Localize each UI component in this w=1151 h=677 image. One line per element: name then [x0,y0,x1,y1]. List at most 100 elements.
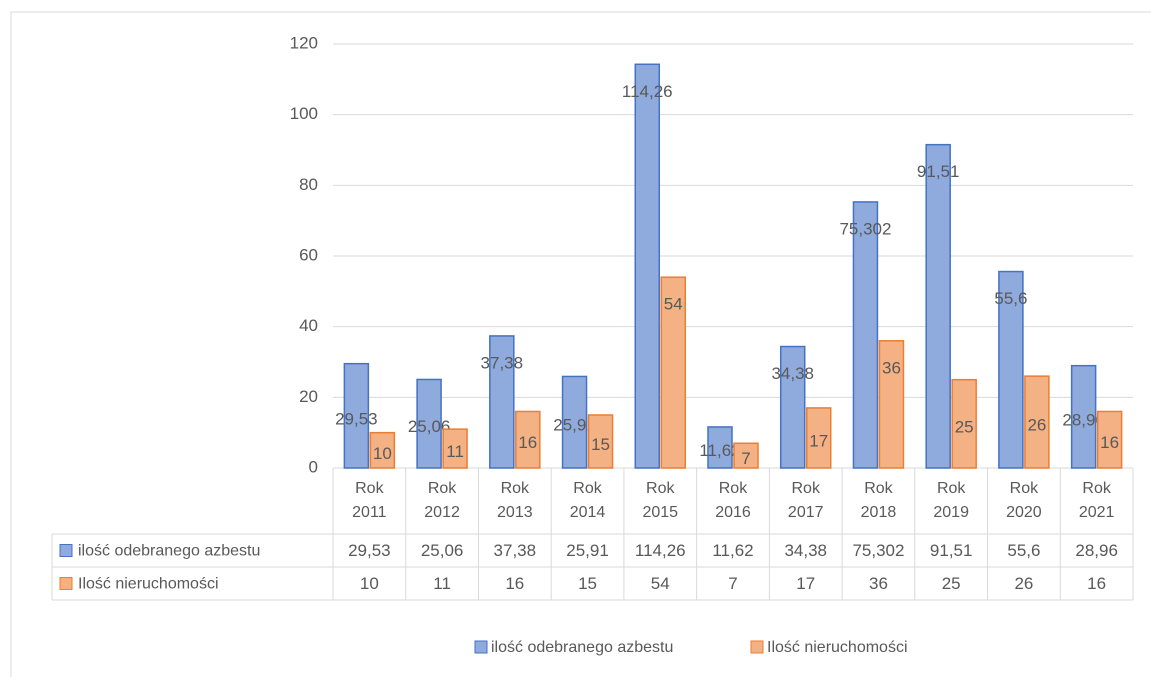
category-text: Rok 2011 [352,480,387,521]
x-tick-label: Rok 2017 [769,468,842,534]
table-cell: 10 [360,574,379,593]
data-label: 114,26 [622,82,673,101]
x-tick-label: Rok 2013 [478,468,551,534]
bar [369,431,396,469]
x-tick-label: Rok 2015 [624,468,697,534]
data-label: 11 [446,442,464,461]
chart-frame [10,11,1151,677]
bar [1096,410,1123,469]
data-label: 55,6 [994,289,1027,308]
data-label: 37,38 [481,353,524,372]
x-tick-label: Rok 2016 [697,468,770,534]
bar [852,201,879,469]
bar [1024,375,1050,469]
category-text: Rok 2017 [787,480,824,521]
category-text: Rok 2019 [933,480,969,521]
table-legend-key [59,544,73,557]
y-tick-label: 60 [299,245,318,264]
bar [660,276,687,469]
data-label: 25,91 [553,416,596,435]
table-cell: 15 [578,574,597,593]
table-cell: 17 [796,574,815,593]
data-label: 25,06 [408,417,451,436]
bar [416,378,442,469]
x-tick-label: Rok 2019 [915,468,988,534]
bar [925,143,951,469]
bar [951,378,977,469]
table-cell: 11,62 [712,541,753,560]
bar [1070,364,1097,469]
category-text: Rok 2015 [642,480,679,521]
table-cell: 7 [728,574,737,593]
bar [998,270,1024,469]
category-text: Rok 2012 [424,480,460,521]
legend-key [750,640,764,654]
table-cell: 36 [869,574,888,593]
table-legend-key [59,577,73,590]
data-label: 10 [373,444,392,463]
category-text: Rok 2020 [1006,480,1042,521]
table-row-label: ilość odebranego azbestu [78,543,260,560]
category-text: Rok 2021 [1078,480,1115,521]
table-cell: 54 [651,574,670,593]
data-label: 7 [741,449,750,468]
table-cell: 34,38 [784,541,827,560]
bar [561,375,588,469]
data-label: 29,53 [335,409,378,428]
table-cell: 16 [505,574,524,593]
legend-label: Ilość nieruchomości [767,639,908,656]
data-label: 15 [591,435,610,454]
table-cell: 114,26 [635,541,686,560]
y-tick-label: 40 [299,316,318,335]
bar [587,414,614,469]
bar [733,442,759,469]
bar [442,428,468,469]
data-label: 34,38 [771,364,814,383]
table-cell: 29,53 [348,541,391,560]
table-cell: 25,06 [421,541,464,560]
x-tick-label: Rok 2020 [988,468,1061,534]
table-row-label: Ilość nieruchomości [78,576,219,593]
table-cell: 28,96 [1075,541,1118,560]
data-label: 16 [1100,433,1119,452]
x-tick-label: Rok 2018 [842,468,915,534]
x-tick-label: Rok 2011 [333,468,406,534]
data-label: 11,62 [699,441,740,460]
category-text: Rok 2016 [715,480,751,521]
data-label: 91,51 [917,162,960,181]
table-cell: 16 [1087,574,1106,593]
bar [779,345,806,469]
y-tick-label: 100 [290,104,318,123]
data-label: 26 [1027,416,1046,435]
y-tick-label: 80 [299,175,318,194]
category-text: Rok 2013 [497,480,533,521]
legend-key [474,640,488,654]
data-label: 25 [955,417,974,436]
data-label: 54 [664,295,683,314]
data-label: 28,96 [1062,410,1105,429]
table-cell: 75,302 [852,541,904,560]
data-label: 17 [809,431,828,450]
table-cell: 91,51 [930,541,973,560]
y-tick-label: 0 [309,457,318,476]
bar [634,63,661,469]
y-tick-label: 20 [299,387,318,406]
x-tick-label: Rok 2014 [551,468,624,534]
bar [805,407,832,469]
y-tick-label: 120 [290,33,318,52]
x-tick-label: Rok 2012 [406,468,479,534]
bar [343,362,370,469]
category-text: Rok 2014 [569,480,606,521]
table-cell: 55,6 [1007,541,1040,560]
table-cell: 25,91 [566,541,609,560]
legend-label: ilość odebranego azbestu [491,639,673,656]
data-label: 16 [518,433,537,452]
x-tick-label: Rok 2021 [1060,468,1133,534]
bar [878,340,905,469]
data-label: 75,302 [839,219,891,238]
category-text: Rok 2018 [860,480,897,521]
table-cell: 37,38 [494,541,537,560]
table-cell: 26 [1014,574,1033,593]
